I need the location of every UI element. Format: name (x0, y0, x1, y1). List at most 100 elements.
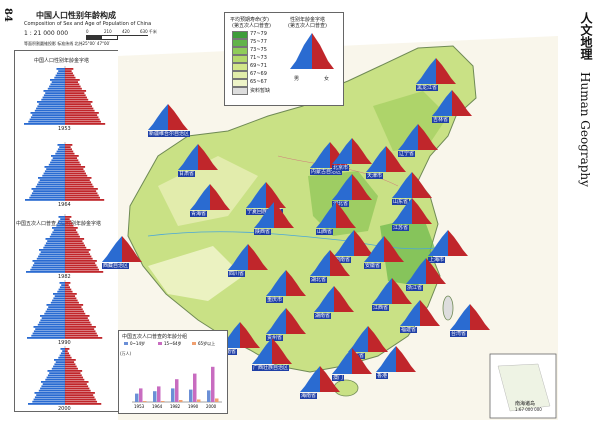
legend-swatch (232, 47, 248, 55)
legend-label: 67~69 (250, 71, 267, 77)
south-sea-scale: 1:67 000 000 (515, 407, 542, 412)
bar-chart-title: 中国五次人口普查的年龄分组 (122, 334, 188, 340)
national-pyramid-title: 中国人口性别年龄金字塔 (34, 58, 90, 64)
census-pyramid (27, 280, 103, 339)
bar (197, 399, 201, 402)
legend-label: 73~75 (250, 47, 267, 53)
province-pyramid (366, 146, 406, 172)
province-pyramid (392, 198, 432, 224)
scale-tick-2: 420 (122, 29, 130, 34)
province-label: 北京市 (332, 165, 350, 171)
census-pyramid (25, 142, 105, 201)
bar-chart-ylabel: (万人) (120, 351, 132, 356)
x-tick-label: 1982 (170, 404, 181, 409)
legend-swatch (232, 55, 248, 63)
province-label: 西藏自治区 (102, 263, 130, 269)
x-tick-label: 1953 (134, 404, 145, 409)
province-label: 山东省 (392, 199, 410, 205)
province-pyramid (376, 346, 416, 372)
province-label: 河北省 (332, 201, 350, 207)
province-pyramid (332, 348, 372, 374)
census-pyramid (26, 214, 104, 273)
province-pyramid (190, 184, 230, 210)
province-label: 天津市 (366, 173, 384, 179)
province-pyramid (334, 230, 374, 256)
x-tick-label: 1964 (152, 404, 163, 409)
page-number: 84 (2, 8, 13, 22)
province-pyramid (228, 244, 268, 270)
province-pyramid (246, 182, 286, 208)
census-year-label: 1990 (58, 340, 71, 346)
legend-swatch (232, 63, 248, 71)
province-label: 陕西省 (254, 229, 272, 235)
province-label: 香港 (376, 373, 389, 379)
province-label: 福建省 (400, 327, 418, 333)
bar (211, 366, 215, 402)
legend-pyramid-icon (290, 33, 334, 69)
bar (161, 401, 165, 402)
province-pyramid (266, 270, 306, 296)
bar (179, 400, 183, 402)
section-title-en: Human Geography (578, 72, 592, 187)
legend-life-title: 平均预期寿命(岁) (230, 17, 269, 23)
bar (175, 379, 179, 402)
province-label: 澳门 (332, 375, 345, 381)
province-pyramid (400, 300, 440, 326)
province-pyramid (450, 304, 490, 330)
legend-label: 15~64岁 (164, 340, 182, 346)
legend-male-label: 男 (294, 76, 300, 82)
province-pyramid (148, 104, 188, 130)
province-label: 河南省 (334, 257, 352, 263)
province-pyramid (102, 236, 142, 262)
province-label: 贵州省 (266, 335, 284, 341)
province-pyramid (372, 278, 412, 304)
legend-swatch (232, 71, 248, 79)
south-sea-label: 南海诸岛 (515, 401, 536, 407)
legend-label: 65岁以上 (198, 340, 215, 346)
bar (157, 386, 161, 402)
province-label: 新疆维吾尔自治区 (148, 131, 191, 137)
province-pyramid (314, 286, 354, 312)
main-title-en: Composition of Sex and Age of Population… (24, 21, 152, 27)
legend-swatch (232, 79, 248, 87)
census-year-label: 1964 (58, 202, 71, 208)
province-label: 上海市 (428, 257, 446, 263)
census-pyramid (28, 346, 102, 405)
province-label: 海南省 (300, 393, 318, 399)
province-pyramid (364, 236, 404, 262)
province-label: 辽宁省 (398, 151, 416, 157)
x-tick-label: 1990 (188, 404, 199, 409)
province-label: 安徽省 (364, 263, 382, 269)
province-pyramid (428, 230, 468, 256)
legend-swatch (124, 342, 128, 345)
legend-label: 资料暂缺 (250, 88, 271, 94)
province-label: 宁夏回族自治区 (246, 209, 284, 215)
province-pyramid (316, 202, 356, 228)
province-pyramid (332, 174, 372, 200)
province-pyramid (220, 322, 260, 348)
bar (207, 390, 211, 402)
legend-label: 77~79 (250, 31, 267, 37)
main-title: 中国人口性别年龄构成 (36, 11, 116, 20)
projection-text: 等面积割圆锥投影 标准纬线 北纬25°00′ 47°00′ (24, 41, 110, 46)
legend-female-label: 女 (324, 76, 330, 82)
legend-label: 69~71 (250, 63, 267, 69)
census-year-label: 1953 (58, 126, 71, 132)
province-pyramid (310, 250, 350, 276)
province-pyramid (406, 258, 446, 284)
legend-label: 65~67 (250, 79, 267, 85)
province-label: 云南省 (220, 349, 238, 355)
legend-swatch (232, 31, 248, 39)
province-label: 四川省 (228, 271, 246, 277)
legend-label: 71~73 (250, 55, 267, 61)
province-label: 重庆市 (266, 297, 284, 303)
bar-chart: 1953 1964 1982 1990 2000 0~14岁 15~64岁 65岁以上 (124, 340, 222, 409)
province-label: 黑龙江省 (416, 85, 439, 91)
province-pyramid (254, 202, 294, 228)
province-label: 台湾省 (450, 331, 468, 337)
section-title-cn: 人文地理 (579, 12, 593, 60)
legend-label: 0~14岁 (130, 340, 145, 346)
province-label: 江西省 (372, 305, 390, 311)
province-label: 内蒙古自治区 (310, 169, 343, 175)
